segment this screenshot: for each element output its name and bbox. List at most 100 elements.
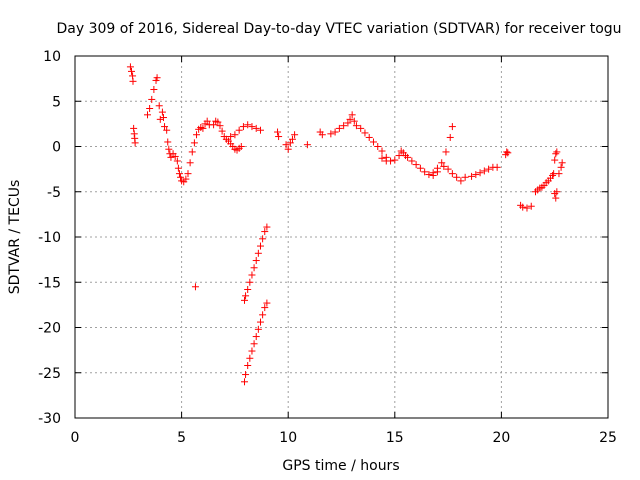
data-point: [557, 163, 565, 171]
data-point: [254, 249, 262, 257]
data-point: [239, 123, 247, 131]
x-axis-label: GPS time / hours: [282, 458, 399, 474]
data-point: [433, 168, 441, 176]
data-point: [275, 133, 283, 141]
data-point: [227, 133, 235, 141]
data-point: [457, 177, 465, 185]
data-point: [210, 121, 218, 129]
data-point: [448, 123, 456, 131]
data-point: [173, 157, 181, 165]
data-point: [361, 129, 369, 137]
data-point: [188, 148, 196, 156]
data-point: [378, 154, 386, 162]
data-point: [167, 153, 175, 161]
data-point: [442, 148, 450, 156]
data-point: [553, 188, 561, 196]
data-point: [318, 131, 326, 139]
data-point: [242, 371, 250, 379]
data-point: [161, 123, 169, 131]
data-point: [401, 152, 409, 160]
data-point: [158, 108, 166, 116]
data-point: [263, 223, 271, 231]
data-point: [438, 159, 446, 167]
data-point: [429, 171, 437, 179]
data-point: [244, 121, 252, 129]
data-point: [555, 170, 563, 178]
data-point: [259, 235, 267, 243]
data-point: [252, 257, 260, 265]
data-point: [175, 170, 183, 178]
data-point: [256, 318, 264, 326]
x-tick-label: 25: [599, 430, 617, 446]
data-point: [261, 228, 269, 236]
data-point: [378, 147, 386, 155]
data-point: [425, 171, 433, 179]
y-tick-label: 5: [52, 94, 61, 110]
data-point: [480, 167, 488, 175]
data-point: [527, 202, 535, 210]
y-tick-label: -20: [38, 321, 61, 337]
data-point: [288, 135, 296, 143]
data-point: [335, 124, 343, 132]
data-point: [250, 340, 258, 348]
data-point: [282, 141, 290, 149]
data-point: [327, 130, 335, 138]
data-point: [242, 292, 250, 300]
data-point: [551, 156, 559, 164]
data-point: [129, 77, 137, 85]
data-point: [130, 124, 138, 132]
data-point: [218, 127, 226, 135]
data-point: [256, 126, 264, 134]
data-point: [444, 165, 452, 173]
data-point: [261, 304, 269, 312]
data-point: [421, 168, 429, 176]
data-point: [493, 163, 501, 171]
y-tick-label: -10: [38, 230, 61, 246]
data-point: [552, 150, 560, 158]
data-point: [127, 67, 135, 75]
data-point: [357, 124, 365, 132]
data-point: [352, 122, 360, 130]
y-tick-label: -30: [38, 411, 61, 427]
data-point: [240, 296, 248, 304]
y-tick-label: -15: [38, 275, 61, 291]
data-point: [214, 118, 222, 126]
y-axis-label: SDTVAR / TECUs: [7, 180, 23, 295]
data-point: [186, 159, 194, 167]
y-tick-label: -5: [47, 185, 61, 201]
data-point: [461, 173, 469, 181]
x-tick-label: 15: [386, 430, 404, 446]
data-point: [177, 173, 185, 181]
y-tick-label: 10: [43, 49, 61, 65]
data-point: [244, 285, 252, 293]
data-point: [348, 111, 356, 119]
data-point: [164, 138, 172, 146]
data-point: [148, 95, 156, 103]
data-point: [259, 311, 267, 319]
data-point: [248, 271, 256, 279]
grid: [75, 56, 608, 418]
data-point: [240, 378, 248, 386]
data-point: [250, 264, 258, 272]
data-point: [174, 164, 182, 172]
data-point: [159, 114, 167, 122]
data-point: [246, 354, 254, 362]
data-point: [254, 325, 262, 333]
data-point: [369, 138, 377, 146]
data-point: [235, 126, 243, 134]
data-point: [453, 173, 461, 181]
data-point: [126, 63, 134, 71]
data-point: [231, 131, 239, 139]
data-series: [126, 63, 566, 386]
data-point: [346, 115, 354, 123]
data-point: [291, 131, 299, 139]
data-point: [340, 122, 348, 130]
data-point: [446, 133, 454, 141]
data-point: [391, 156, 399, 164]
x-tick-label: 10: [279, 430, 297, 446]
data-point: [284, 145, 292, 153]
data-point: [350, 117, 358, 125]
data-point: [256, 242, 264, 250]
data-point: [143, 111, 151, 119]
data-point: [216, 122, 224, 130]
